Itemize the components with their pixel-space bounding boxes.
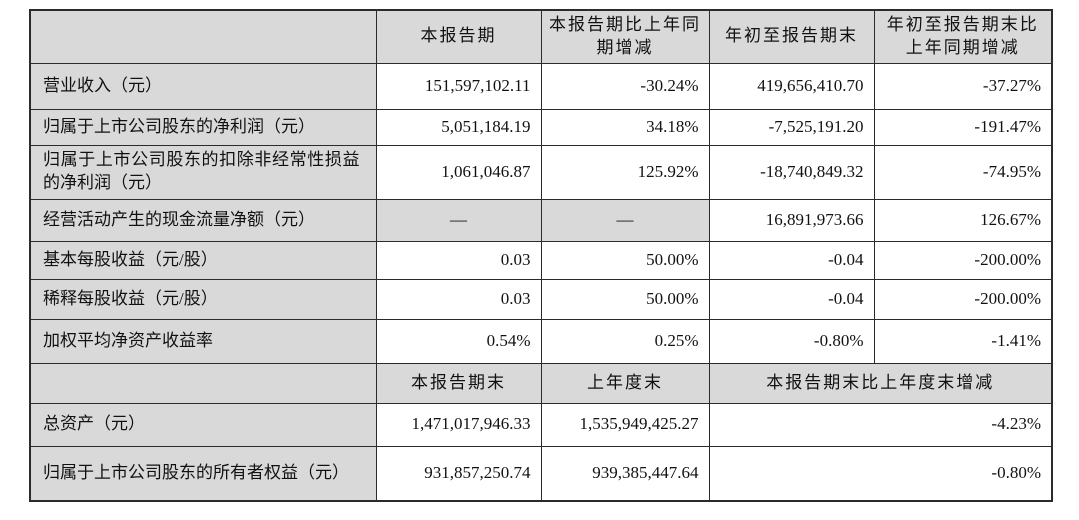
cell-value: 1,471,017,946.33 <box>375 402 542 447</box>
cell-value: -200.00% <box>873 240 1053 280</box>
col-header-ytd: 年初至报告期末 <box>708 9 875 64</box>
cell-value: 151,597,102.11 <box>375 62 542 110</box>
col-header-blank <box>29 9 377 64</box>
row-label: 稀释每股收益（元/股） <box>29 278 377 320</box>
cell-value: 50.00% <box>540 240 710 280</box>
cell-value: -0.04 <box>708 278 875 320</box>
col-header-ytd-yoy: 年初至报告期末比上年同期增减 <box>873 9 1053 64</box>
cell-value: 0.03 <box>375 240 542 280</box>
cell-value-dash: — <box>375 198 542 242</box>
cell-value: -1.41% <box>873 318 1053 364</box>
col-header-prev-year-end: 上年度末 <box>540 362 710 404</box>
cell-value: 50.00% <box>540 278 710 320</box>
cell-value: -191.47% <box>873 108 1053 146</box>
cell-value: 126.67% <box>873 198 1053 242</box>
row-label: 总资产（元） <box>29 402 377 447</box>
row-label: 归属于上市公司股东的所有者权益（元） <box>29 445 377 502</box>
col-header-blank <box>29 362 377 404</box>
cell-value: -30.24% <box>540 62 710 110</box>
financial-summary-table: 本报告期 本报告期比上年同期增减 年初至报告期末 年初至报告期末比上年同期增减 … <box>29 9 1053 503</box>
cell-value: -7,525,191.20 <box>708 108 875 146</box>
cell-value: -0.80% <box>708 445 1053 502</box>
cell-value: -4.23% <box>708 402 1053 447</box>
cell-value: -74.95% <box>873 144 1053 200</box>
row-label: 归属于上市公司股东的净利润（元） <box>29 108 377 146</box>
cell-value: 5,051,184.19 <box>375 108 542 146</box>
col-header-current-period: 本报告期 <box>375 9 542 64</box>
cell-value-dash: — <box>540 198 710 242</box>
section2-header-row: 本报告期末 上年度末 本报告期末比上年度末增减 <box>29 362 1053 404</box>
table-row-diluted-eps: 稀释每股收益（元/股） 0.03 50.00% -0.04 -200.00% <box>29 278 1053 320</box>
cell-value: 0.03 <box>375 278 542 320</box>
row-label: 营业收入（元） <box>29 62 377 110</box>
cell-value: 0.54% <box>375 318 542 364</box>
cell-value: 16,891,973.66 <box>708 198 875 242</box>
row-label: 加权平均净资产收益率 <box>29 318 377 364</box>
cell-value: 1,061,046.87 <box>375 144 542 200</box>
cell-value: 419,656,410.70 <box>708 62 875 110</box>
cell-value: -0.04 <box>708 240 875 280</box>
table-row-weighted-avg-roe: 加权平均净资产收益率 0.54% 0.25% -0.80% -1.41% <box>29 318 1053 364</box>
table-row-net-profit-excl-nonrecurring: 归属于上市公司股东的扣除非经常性损益的净利润（元） 1,061,046.87 1… <box>29 144 1053 200</box>
table-row-owners-equity: 归属于上市公司股东的所有者权益（元） 931,857,250.74 939,38… <box>29 445 1053 502</box>
cell-value: 1,535,949,425.27 <box>540 402 710 447</box>
cell-value: 34.18% <box>540 108 710 146</box>
table-row-operating-cash-flow: 经营活动产生的现金流量净额（元） — — 16,891,973.66 126.6… <box>29 198 1053 242</box>
row-label: 归属于上市公司股东的扣除非经常性损益的净利润（元） <box>29 144 377 200</box>
cell-value: -37.27% <box>873 62 1053 110</box>
cell-value: 0.25% <box>540 318 710 364</box>
table-row-net-profit: 归属于上市公司股东的净利润（元） 5,051,184.19 34.18% -7,… <box>29 108 1053 146</box>
table-row-basic-eps: 基本每股收益（元/股） 0.03 50.00% -0.04 -200.00% <box>29 240 1053 280</box>
cell-value: -200.00% <box>873 278 1053 320</box>
cell-value: 125.92% <box>540 144 710 200</box>
section1-header-row: 本报告期 本报告期比上年同期增减 年初至报告期末 年初至报告期末比上年同期增减 <box>29 9 1053 64</box>
row-label: 基本每股收益（元/股） <box>29 240 377 280</box>
col-header-change-vs-prev-year-end: 本报告期末比上年度末增减 <box>708 362 1053 404</box>
col-header-period-end: 本报告期末 <box>375 362 542 404</box>
cell-value: -0.80% <box>708 318 875 364</box>
cell-value: 931,857,250.74 <box>375 445 542 502</box>
cell-value: -18,740,849.32 <box>708 144 875 200</box>
cell-value: 939,385,447.64 <box>540 445 710 502</box>
table-row-total-assets: 总资产（元） 1,471,017,946.33 1,535,949,425.27… <box>29 402 1053 447</box>
row-label: 经营活动产生的现金流量净额（元） <box>29 198 377 242</box>
col-header-current-period-yoy: 本报告期比上年同期增减 <box>540 9 710 64</box>
table-row-operating-revenue: 营业收入（元） 151,597,102.11 -30.24% 419,656,4… <box>29 62 1053 110</box>
